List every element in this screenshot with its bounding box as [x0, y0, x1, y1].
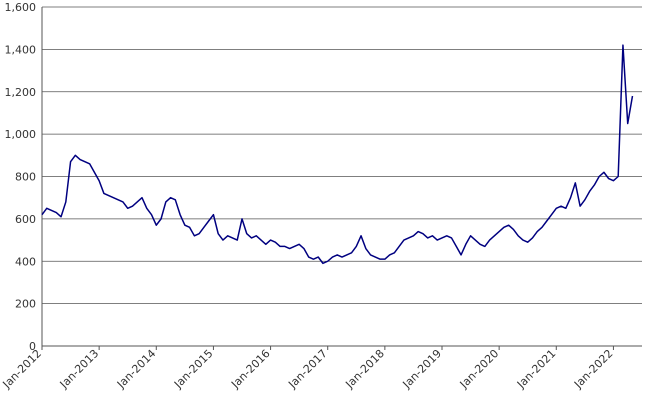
- y-tick-label: 1,400: [5, 43, 37, 56]
- y-tick-label: 600: [15, 213, 36, 226]
- y-tick-label: 800: [15, 171, 36, 184]
- x-tick-label: Jan-2017: [285, 347, 329, 391]
- y-tick-label: 1,000: [5, 128, 37, 141]
- x-tick-label: Jan-2019: [400, 347, 444, 391]
- x-tick-label: Jan-2022: [571, 347, 615, 391]
- x-tick-label: Jan-2021: [514, 347, 558, 391]
- x-tick-label: Jan-2016: [228, 347, 272, 391]
- x-tick-label: Jan-2013: [57, 347, 101, 391]
- x-tick-label: Jan-2014: [114, 347, 158, 391]
- y-tick-label: 200: [15, 298, 36, 311]
- x-tick-label: Jan-2020: [457, 347, 501, 391]
- x-tick-label: Jan-2018: [342, 347, 386, 391]
- y-tick-label: 1,600: [5, 1, 37, 14]
- data-line: [41, 44, 634, 265]
- y-tick-label: 0: [29, 340, 36, 353]
- x-tick-label: Jan-2015: [171, 347, 215, 391]
- y-tick-label: 1,200: [5, 86, 37, 99]
- x-tick-label: Jan-2012: [0, 347, 44, 391]
- y-tick-label: 400: [15, 255, 36, 268]
